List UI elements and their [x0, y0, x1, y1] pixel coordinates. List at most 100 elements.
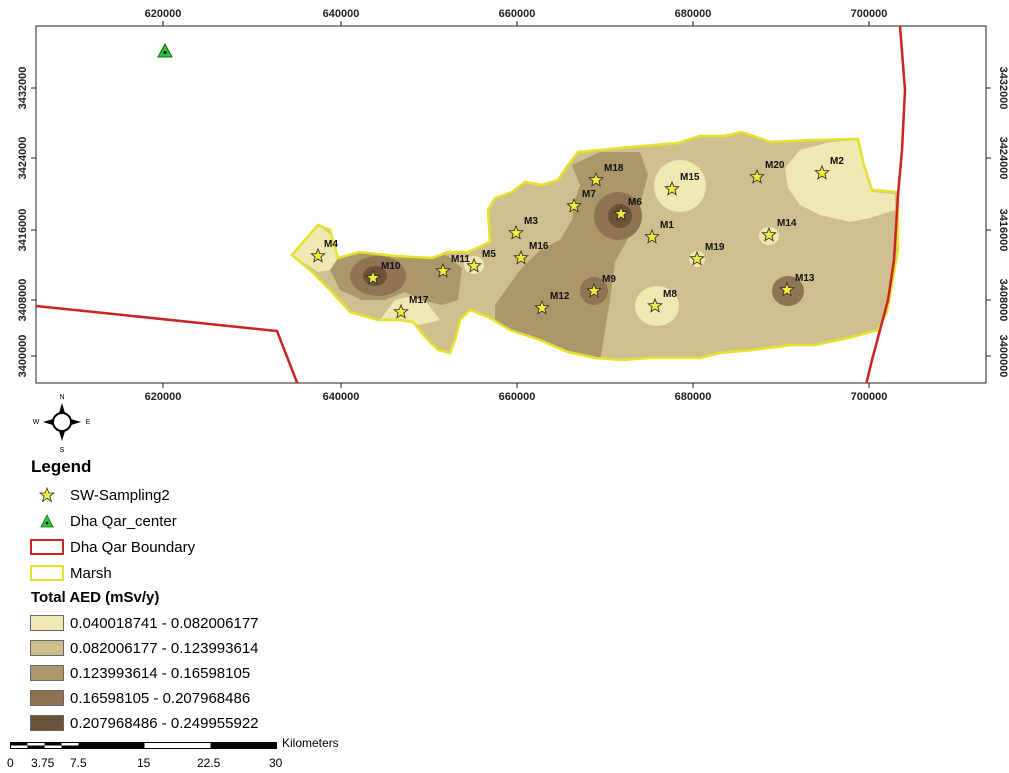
y-tick-left: 3400000 [17, 335, 29, 378]
class-label: 0.16598105 - 0.207968486 [70, 689, 251, 707]
station-label: M15 [680, 172, 700, 183]
x-tick-bottom: 660000 [499, 391, 536, 403]
station-m18[interactable]: M18 [588, 163, 624, 187]
station-m6[interactable]: M6 [613, 197, 642, 221]
station-label: M12 [550, 291, 570, 302]
station-label: M6 [628, 197, 642, 208]
star-icon [28, 485, 66, 505]
station-m19[interactable]: M19 [689, 242, 725, 266]
star-icon [393, 303, 409, 319]
star-icon [534, 299, 550, 315]
station-label: M11 [451, 254, 470, 265]
station-label: M16 [529, 241, 549, 252]
station-m14[interactable]: M14 [761, 218, 797, 242]
station-m13[interactable]: M13 [779, 273, 815, 297]
class-swatch [30, 715, 64, 731]
legend-label: SW-Sampling2 [70, 486, 170, 504]
station-m17[interactable]: M17 [393, 295, 429, 319]
stations-layer: M1 M2 M3 M4 M5 M6 M7 M8 M9 M10 M11 M12 M13 M14 M15 M16 M… [310, 156, 844, 319]
scale-tick: 30 [269, 756, 283, 770]
x-tick-bottom: 700000 [851, 391, 888, 403]
star-icon [435, 262, 451, 278]
legend-label: Dha Qar_center [70, 512, 177, 530]
scale-tick: 3.75 [31, 756, 55, 770]
scale-bar: Kilometers 0 3.75 7.5 15 22.5 30 [7, 736, 350, 770]
star-icon [508, 224, 524, 240]
station-m16[interactable]: M16 [513, 241, 549, 265]
north-arrow: N S E W [30, 390, 94, 454]
aed-class-4: 0.16598105 - 0.207968486 [28, 687, 250, 709]
station-m2[interactable]: M2 [814, 156, 844, 180]
station-label: M4 [324, 239, 338, 250]
class-swatch [30, 615, 64, 631]
legend-title: Legend [31, 457, 92, 476]
station-m10[interactable]: M10 [365, 261, 401, 285]
x-tick-bottom: 680000 [675, 391, 712, 403]
aed-class-1-m17 [380, 296, 440, 325]
y-tick-right: 3416000 [997, 209, 1009, 252]
x-tick-top: 620000 [145, 8, 182, 20]
scale-tick: 15 [137, 756, 151, 770]
x-tick-bottom: 640000 [323, 391, 360, 403]
scale-bar-graphic [10, 742, 277, 749]
station-m7[interactable]: M7 [566, 189, 596, 213]
scale-tick: 7.5 [70, 756, 87, 770]
dhaqar-boundary [36, 26, 907, 383]
aed-class-3: 0.123993614 - 0.16598105 [28, 662, 250, 684]
station-m9[interactable]: M9 [586, 274, 616, 298]
y-tick-right: 3408000 [997, 279, 1009, 322]
station-m1[interactable]: M1 [644, 220, 674, 244]
class-label: 0.040018741 - 0.082006177 [70, 614, 259, 632]
station-m11[interactable]: M11 [435, 254, 470, 278]
star-icon [513, 249, 529, 265]
station-label: M17 [409, 295, 429, 306]
aed-class-2: 0.082006177 - 0.123993614 [28, 637, 259, 659]
station-m3[interactable]: M3 [508, 216, 538, 240]
station-label: M14 [777, 218, 797, 229]
station-label: M18 [604, 163, 624, 174]
north-label: N [59, 394, 64, 401]
station-label: M9 [602, 274, 616, 285]
station-m20[interactable]: M20 [749, 160, 785, 184]
station-label: M1 [660, 220, 674, 231]
star-icon [466, 257, 482, 273]
y-tick-left: 3416000 [17, 209, 29, 252]
station-label: M2 [830, 156, 844, 167]
station-m12[interactable]: M12 [534, 291, 570, 315]
x-tick-top: 700000 [851, 8, 888, 20]
station-label: M20 [765, 160, 785, 171]
x-tick-top: 680000 [675, 8, 712, 20]
class-label: 0.207968486 - 0.249955922 [70, 714, 259, 732]
star-icon [749, 168, 765, 184]
station-m4[interactable]: M4 [310, 239, 338, 263]
star-icon [310, 247, 326, 263]
y-tick-left: 3432000 [17, 67, 29, 110]
star-icon [586, 282, 602, 298]
y-tick-left: 3408000 [17, 279, 29, 322]
legend-item-center: Dha Qar_center [28, 510, 177, 532]
aed-legend-title: Total AED (mSv/y) [31, 589, 160, 606]
class-label: 0.082006177 - 0.123993614 [70, 639, 259, 657]
compass-icon: N S E W [33, 394, 91, 454]
scale-tick: 0 [7, 756, 14, 770]
station-m8[interactable]: M8 [647, 289, 677, 313]
south-label: S [60, 447, 65, 454]
y-tick-right: 3432000 [997, 67, 1009, 110]
x-tick-top: 640000 [323, 8, 360, 20]
marsh-polygon [290, 130, 900, 362]
star-icon [689, 250, 705, 266]
scale-tick: 22.5 [197, 756, 221, 770]
aed-class-1: 0.040018741 - 0.082006177 [28, 612, 259, 634]
station-label: M3 [524, 216, 538, 227]
east-label: E [86, 419, 91, 426]
yellow-outline-box-icon [30, 565, 64, 581]
aed-class-1-m15 [654, 160, 706, 212]
star-icon [761, 226, 777, 242]
red-outline-box-icon [30, 539, 64, 555]
y-tick-right: 3400000 [997, 335, 1009, 378]
dhaqar-center-marker [157, 42, 173, 58]
station-m5[interactable]: M5 [466, 249, 496, 273]
station-m15[interactable]: M15 [664, 172, 700, 196]
triangle-icon [28, 511, 66, 531]
class-swatch [30, 690, 64, 706]
